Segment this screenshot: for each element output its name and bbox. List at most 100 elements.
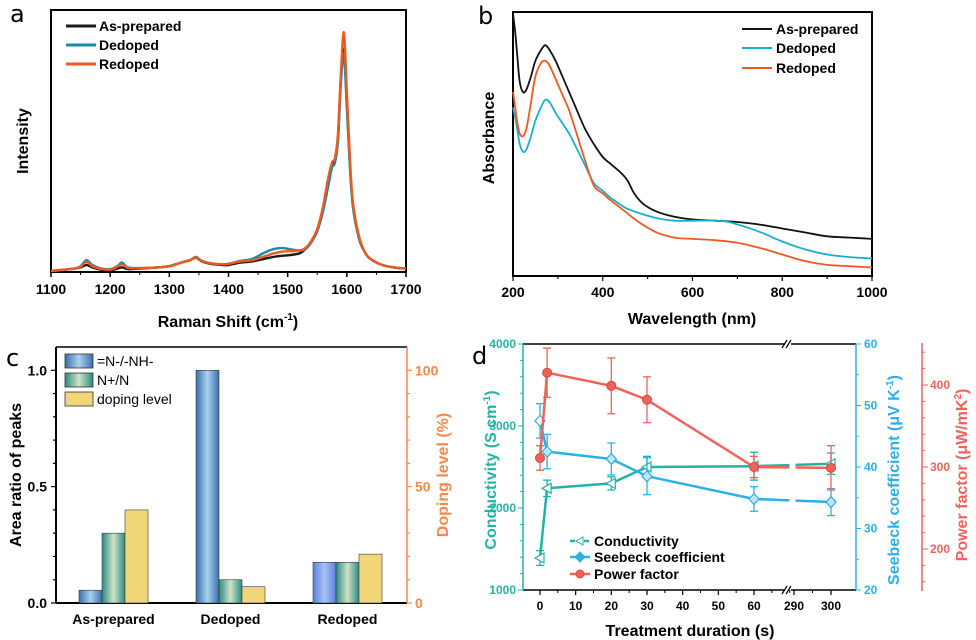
x-category-label-c: Redoped (318, 611, 378, 627)
bar--n-nh--as-prepared (78, 589, 103, 604)
data-point-power-factor (749, 462, 759, 472)
series-line-as-prepared (50, 47, 407, 273)
data-point-conductivity (533, 552, 545, 565)
bar-doping-level-dedoped (241, 586, 266, 604)
x-tick-label-a: 1400 (213, 281, 244, 297)
legend-label-power-factor: Power factor (594, 566, 679, 582)
y-tick-label-seebeck: 60 (864, 337, 878, 351)
series-line-redoped (50, 31, 407, 273)
bar--n-nh--redoped (312, 561, 337, 604)
x-tick-label-a: 1200 (95, 281, 126, 297)
y-axis-title-power-factor-main: Power factor (μW/mK (954, 399, 971, 561)
x-tick-label-b: 1000 (856, 284, 887, 300)
y-axis-title-power-factor: Power factor (μW/mK2) (953, 389, 971, 562)
x-tick-label-a: 1500 (272, 281, 303, 297)
legend-marker-seebeck (574, 551, 586, 563)
x-axis-title-a: Raman Shift (cm-1) (158, 312, 298, 331)
y-axis-title-seebeck-end: ) (886, 375, 903, 380)
x-tick-label-d: 300 (821, 599, 841, 613)
y-axis-title-power-factor-sup: 2 (953, 394, 964, 400)
series-line-seebeck-coefficient-break-left (753, 497, 790, 502)
series-line-dedoped (50, 52, 407, 273)
bar-n-n-redoped (335, 561, 360, 604)
data-point-power-factor (826, 462, 836, 473)
data-point-seebeck-coefficient (748, 492, 760, 506)
y-tick-label-conductivity: 4000 (489, 337, 516, 351)
y-axis-title-conductivity: Conductivity (S cm-1) (482, 390, 500, 549)
y-axis-title-conductivity-sup: -1 (482, 395, 493, 404)
data-point-seebeck-coefficient (541, 445, 553, 459)
x-tick-label-b: 600 (681, 284, 705, 300)
y-axis-title-seebeck: Seebeck coefficient (μV K-1) (885, 375, 903, 585)
axis-break-bottom (781, 585, 792, 595)
x-axis-title-a-main: Raman Shift (cm (158, 314, 284, 331)
panel-label-a: a (10, 0, 25, 28)
x-tick-label-a: 1100 (36, 281, 67, 297)
data-point-seebeck-coefficient (641, 469, 653, 483)
legend-c: =N-/-NH- N+/N doping level (64, 353, 172, 407)
data-point-power-factor (606, 380, 617, 391)
panel-d: d 0 10 20 30 40 50 60 290 300 1000 2000 3000 4000 20 3… (472, 337, 971, 640)
y-axis-title-conductivity-end: ) (483, 390, 500, 395)
y-tick-label-seebeck: 30 (864, 522, 878, 536)
y-tick-label-conductivity: 2000 (489, 501, 516, 515)
legend-a: As-prepared Dedoped Redoped (66, 18, 181, 72)
legend-label-as-prepared: As-prepared (99, 18, 181, 34)
data-point-conductivity (605, 477, 616, 490)
data-point-power-factor (542, 367, 553, 378)
data-point-power-factor (535, 452, 545, 463)
x-tick-label-d: 10 (569, 599, 583, 613)
legend-label-doping-level: doping level (97, 391, 172, 407)
axis-break-top (781, 339, 792, 349)
series-line-redoped-b (512, 59, 873, 269)
bar-doping-level-as-prepared (124, 509, 149, 604)
x-tick-label-a: 1600 (331, 281, 362, 297)
bar--n-nh--dedoped (195, 369, 220, 604)
y-tick-label-seebeck: 50 (864, 399, 878, 413)
panel-a: a 1100 1200 1300 1400 1500 1600 1700 As-prepar… (10, 0, 422, 331)
x-tick-label-a: 1300 (154, 281, 185, 297)
x-tick-label-d: 290 (784, 599, 804, 613)
x-axis-title-a-sup: -1 (284, 312, 293, 323)
series-line-seebeck-coefficient-break-right (795, 499, 832, 504)
y-tick-label-power-factor: 300 (930, 460, 950, 474)
legend-d: Conductivity Seebeck coefficient Power f… (570, 533, 725, 582)
legend-swatch-nplus (64, 372, 94, 388)
legend-swatch-n-nh (64, 353, 94, 369)
x-axis-title-b: Wavelength (nm) (628, 311, 756, 328)
bar-doping-level-redoped (358, 553, 383, 604)
legend-label-dedoped-b: Dedoped (776, 40, 836, 56)
legend-marker-conductivity (574, 536, 584, 546)
y-axis-title-right-c: Doping level (%) (435, 413, 452, 537)
y-axis-title-conductivity-main: Conductivity (S cm (483, 405, 500, 550)
x-tick-label-a: 1700 (390, 281, 421, 297)
x-axis-title-d: Treatment duration (s) (606, 623, 775, 640)
panel-label-b: b (478, 2, 493, 30)
x-axis-title-a-end: ) (293, 314, 298, 331)
y-tick-label-conductivity: 1000 (489, 583, 516, 597)
panel-label-c: c (6, 344, 19, 372)
legend-marker-power-factor (575, 569, 585, 579)
legend-label-seebeck: Seebeck coefficient (594, 549, 725, 565)
x-tick-label-b: 200 (501, 284, 525, 300)
y-tick-label-power-factor: 400 (930, 378, 950, 392)
x-tick-label-d: 20 (605, 599, 619, 613)
y-axis-title-b: Absorbance (481, 92, 498, 185)
panel-label-d: d (472, 342, 487, 370)
legend-label-n-nh: =N-/-NH- (97, 353, 154, 369)
y-tick-label-c: 0.0 (28, 595, 48, 611)
y-axis-title-c: Area ratio of peaks (8, 403, 25, 547)
legend-label-conductivity: Conductivity (594, 533, 679, 549)
x-tick-label-d: 0 (537, 599, 544, 613)
x-category-label-c: Dedoped (201, 611, 261, 627)
legend-label-redoped: Redoped (99, 56, 159, 72)
x-tick-label-b: 800 (771, 284, 795, 300)
bar-n-n-dedoped (218, 579, 243, 604)
series-line-as-prepared-b (512, 13, 873, 240)
y-tick-label-seebeck: 20 (864, 583, 878, 597)
x-tick-label-d: 30 (640, 599, 654, 613)
x-category-label-c: As-prepared (72, 611, 154, 627)
legend-label-as-prepared-b: As-prepared (776, 21, 858, 37)
bar-n-n-as-prepared (101, 532, 126, 604)
